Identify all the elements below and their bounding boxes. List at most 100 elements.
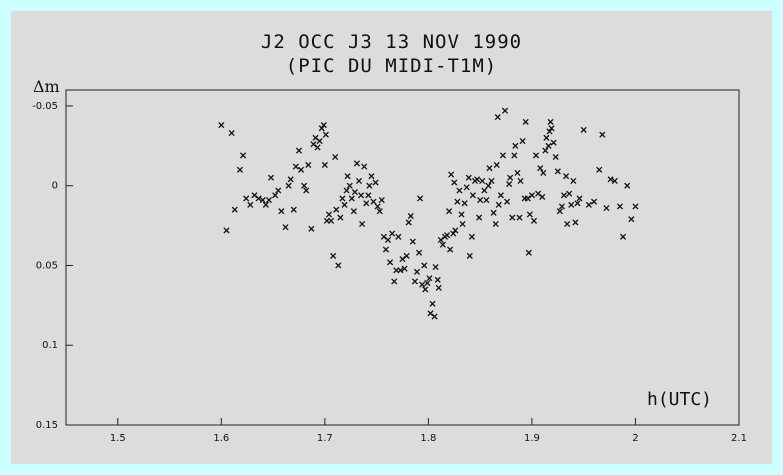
data-point-marker: [483, 197, 490, 204]
data-point-marker: [365, 192, 372, 199]
data-point-marker: [333, 206, 340, 213]
data-point-marker: [526, 211, 533, 218]
data-point-marker: [443, 232, 451, 239]
data-point-marker: [310, 141, 317, 148]
scatter-plot: 1.5 1.6 1.7 1.8 1.9 2 2.1 -0.05 0 0.05 0.1 0.15: [32, 89, 747, 444]
data-point-marker: [272, 192, 279, 199]
data-point-marker: [314, 144, 321, 151]
data-point-marker: [282, 224, 289, 231]
data-point-marker: [265, 197, 272, 204]
data-point-marker: [550, 139, 557, 146]
x-axis-label: h(UTC): [647, 389, 713, 410]
data-point-marker: [580, 126, 587, 133]
data-point-marker: [481, 187, 488, 194]
data-point-marker: [236, 166, 244, 173]
data-point-marker: [255, 195, 262, 202]
data-point-marker: [570, 177, 577, 184]
data-point-marker: [528, 192, 535, 199]
data-point-marker: [486, 165, 493, 172]
data-point-marker: [395, 233, 402, 240]
y-axis-ticks: -0.05 0 0.05 0.1 0.15: [32, 101, 73, 431]
data-point-marker: [477, 197, 484, 204]
data-point-marker: [461, 200, 468, 207]
data-point-marker: [466, 252, 473, 259]
data-point-marker: [540, 169, 547, 177]
data-point-marker: [501, 107, 509, 114]
data-point-marker: [439, 241, 446, 248]
data-point-marker: [495, 201, 502, 208]
x-tick-label: 1.8: [420, 433, 436, 444]
data-point-marker: [424, 279, 431, 287]
data-point-marker: [469, 192, 476, 199]
data-point-marker: [558, 203, 566, 210]
data-point-marker: [401, 265, 408, 272]
data-point-marker: [506, 181, 513, 188]
x-tick-label: 2.1: [731, 433, 747, 444]
data-point-marker: [384, 236, 392, 244]
data-point-marker: [389, 230, 396, 237]
data-point-marker: [548, 125, 555, 132]
data-point-marker: [346, 182, 353, 189]
data-point-marker: [316, 137, 323, 145]
data-point-marker: [576, 195, 583, 202]
data-point-marker: [339, 195, 346, 202]
data-point-marker: [275, 187, 282, 194]
data-point-marker: [322, 131, 329, 138]
data-point-marker: [419, 281, 426, 288]
data-point-marker: [454, 198, 461, 205]
data-point-marker: [542, 147, 549, 154]
data-point-marker: [632, 203, 639, 210]
data-point-marker: [603, 204, 610, 212]
data-point-marker: [429, 300, 436, 307]
data-points: [218, 107, 639, 320]
data-point-marker: [450, 230, 457, 237]
data-point-marker: [512, 142, 519, 149]
data-point-marker: [416, 249, 423, 256]
data-point-marker: [533, 152, 540, 159]
data-point-marker: [303, 187, 310, 194]
data-point-marker: [514, 169, 521, 177]
data-point-marker: [479, 177, 486, 184]
data-point-marker: [552, 153, 559, 161]
data-point-marker: [485, 182, 492, 189]
data-point-marker: [387, 259, 394, 266]
data-point-marker: [509, 214, 516, 221]
chart-frame: 1.5 1.6 1.7 1.8 1.9 2 2.1 -0.05 0 0.05 0.1 0.15 J2…: [11, 11, 772, 464]
data-point-marker: [628, 216, 635, 223]
data-point-marker: [287, 176, 294, 183]
data-point-marker: [320, 122, 327, 129]
data-point-marker: [448, 171, 455, 178]
data-point-marker: [409, 238, 416, 245]
data-point-marker: [262, 201, 269, 208]
data-point-marker: [611, 177, 618, 184]
data-point-marker: [463, 184, 470, 191]
data-point-marker: [431, 313, 438, 320]
data-point-marker: [522, 118, 529, 125]
data-point-marker: [312, 134, 319, 141]
data-point-marker: [435, 284, 442, 291]
data-point-marker: [556, 208, 563, 215]
data-point-marker: [399, 256, 406, 263]
data-point-marker: [318, 125, 325, 132]
data-point-marker: [517, 177, 524, 184]
data-point-marker: [566, 190, 573, 197]
data-point-marker: [574, 200, 581, 207]
data-point-marker: [290, 206, 297, 213]
chart-title: J2 OCC J3 13 NOV 1990: [260, 31, 523, 53]
data-point-marker: [355, 177, 363, 184]
data-point-marker: [363, 200, 370, 207]
data-point-marker: [321, 161, 328, 169]
data-point-marker: [524, 195, 531, 202]
x-axis-ticks: 1.5 1.6 1.7 1.8 1.9 2 2.1: [110, 418, 747, 444]
data-point-marker: [223, 227, 230, 234]
data-point-marker: [358, 192, 365, 199]
x-tick-label: 1.7: [317, 433, 333, 444]
data-point-marker: [411, 278, 418, 285]
data-point-marker: [493, 161, 500, 169]
data-point-marker: [624, 182, 631, 189]
data-point-marker: [422, 286, 429, 293]
data-point-marker: [413, 268, 421, 275]
data-point-marker: [351, 189, 358, 196]
data-point-marker: [295, 147, 303, 154]
data-point-marker: [547, 118, 554, 125]
